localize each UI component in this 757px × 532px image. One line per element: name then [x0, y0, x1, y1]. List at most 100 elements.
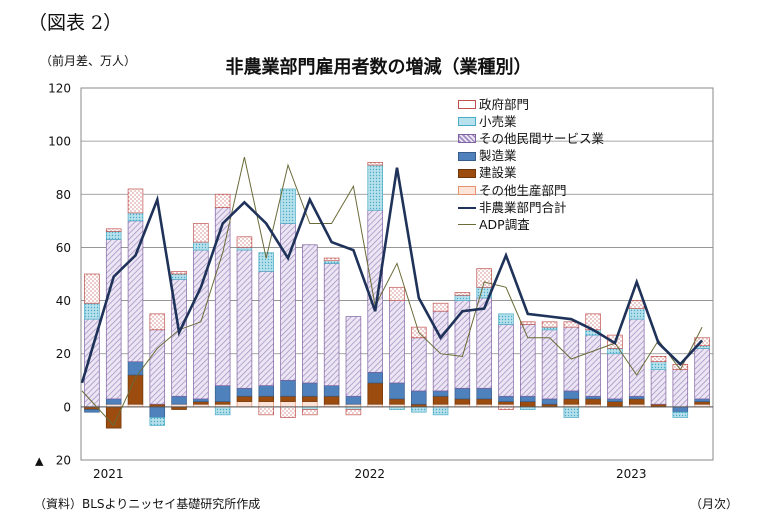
bar-construction — [214, 401, 231, 405]
bar-other-services — [258, 270, 275, 386]
bar-manufacturing — [519, 395, 536, 402]
bar-retail — [258, 252, 275, 272]
legend-label-other-services: その他民間サービス業 — [479, 130, 605, 146]
bar-retail — [411, 406, 427, 413]
bar-government — [258, 406, 275, 416]
legend-item-manufacturing: 製造業 — [458, 148, 604, 165]
bar-manufacturing — [541, 398, 558, 405]
bar-manufacturing — [476, 387, 492, 400]
legend-label-adp-line: ADP調査 — [479, 216, 530, 232]
bar-construction — [563, 398, 580, 405]
bar-retail — [149, 417, 166, 426]
y-tick-label: 80 — [56, 188, 71, 202]
bar-other-services — [672, 369, 689, 408]
bar-manufacturing — [607, 398, 623, 402]
bar-other-services — [650, 369, 667, 405]
legend-swatch-construction — [458, 168, 476, 178]
bar-construction — [302, 395, 318, 402]
legend-label-construction: 建設業 — [479, 165, 517, 181]
bar-retail — [280, 188, 296, 224]
legend-label-other-production: その他生産部門 — [479, 182, 567, 198]
x-tick-label: 2023 — [616, 467, 647, 481]
legend-item-other-services: その他民間サービス業 — [458, 130, 604, 147]
legend-item-construction: 建設業 — [458, 165, 604, 182]
bar-government — [650, 356, 667, 363]
bar-construction — [236, 395, 253, 402]
y-tick-label: 100 — [48, 135, 71, 149]
bar-manufacturing — [105, 398, 122, 405]
grid-lines — [80, 87, 714, 461]
bar-manufacturing — [302, 382, 318, 397]
bar-other-production — [236, 401, 253, 408]
bar-government — [563, 321, 580, 328]
bar-government — [628, 300, 645, 309]
line-total-line — [80, 167, 704, 384]
bar-manufacturing — [454, 387, 471, 400]
bar-other-services — [302, 244, 318, 384]
bar-other-production — [302, 401, 318, 408]
bar-manufacturing — [214, 385, 231, 402]
bar-other-services — [345, 316, 362, 397]
bar-manufacturing — [258, 385, 275, 397]
bar-construction — [454, 398, 471, 405]
bar-construction — [280, 395, 296, 402]
bar-other-services — [585, 334, 601, 397]
legend-label-total-line: 非農業部門合計 — [479, 199, 567, 215]
bar-retail — [563, 406, 580, 418]
y-tick-label: 40 — [56, 294, 71, 308]
bar-construction — [694, 401, 710, 405]
bar-government — [323, 257, 340, 262]
bar-construction — [432, 395, 449, 405]
line-series — [80, 156, 704, 427]
legend-swatch-manufacturing — [458, 151, 476, 161]
bar-retail — [672, 411, 689, 418]
bar-other-services — [432, 310, 449, 392]
negative-marker: ▲ — [35, 455, 44, 468]
bar-construction — [193, 401, 209, 405]
bar-government — [432, 302, 449, 312]
bar-construction — [367, 382, 383, 405]
legend-label-manufacturing: 製造業 — [479, 148, 517, 164]
legend-swatch-adp-line — [458, 224, 476, 226]
bar-government — [476, 268, 492, 288]
bar-other-services — [236, 249, 253, 389]
bar-retail — [105, 231, 122, 240]
x-tick-label: 2021 — [93, 467, 124, 481]
bar-construction — [389, 398, 405, 405]
bar-other-services — [411, 337, 427, 392]
bar-construction — [628, 398, 645, 405]
bar-other-services — [476, 297, 492, 389]
bar-government — [193, 223, 209, 243]
x-tick-label: 2022 — [355, 467, 386, 481]
bar-other-services — [541, 329, 558, 400]
legend-swatch-government — [458, 100, 476, 110]
legend-swatch-other-production — [458, 186, 476, 196]
legend-label-retail: 小売業 — [479, 113, 517, 129]
y-tick-label: 0 — [63, 400, 71, 414]
legend-item-government: 政府部門 — [458, 96, 604, 113]
bar-manufacturing — [432, 390, 449, 397]
bar-government — [127, 188, 144, 214]
bar-other-services — [628, 318, 645, 397]
bar-manufacturing — [193, 398, 209, 402]
legend-item-adp-line: ADP調査 — [458, 216, 604, 233]
bar-other-services — [367, 209, 383, 373]
source-note: （資料）BLSよりニッセイ基礎研究所作成 — [34, 497, 261, 511]
bar-government — [541, 321, 558, 328]
line-adp-line — [81, 156, 703, 427]
bar-other-services — [607, 353, 623, 400]
bar-other-production — [280, 401, 296, 408]
bar-other-services — [323, 263, 340, 386]
bar-manufacturing — [498, 395, 514, 402]
bar-construction — [498, 401, 514, 405]
bar-construction — [476, 398, 492, 405]
bar-government — [280, 406, 296, 418]
y-axis-unit-label: （前月差、万人） — [40, 54, 137, 68]
legend-item-other-production: その他生産部門 — [458, 182, 604, 199]
bar-other-services — [389, 300, 405, 384]
bar-government — [105, 228, 122, 232]
bar-construction — [519, 401, 536, 408]
bar-other-services — [519, 324, 536, 397]
bar-manufacturing — [694, 398, 710, 402]
